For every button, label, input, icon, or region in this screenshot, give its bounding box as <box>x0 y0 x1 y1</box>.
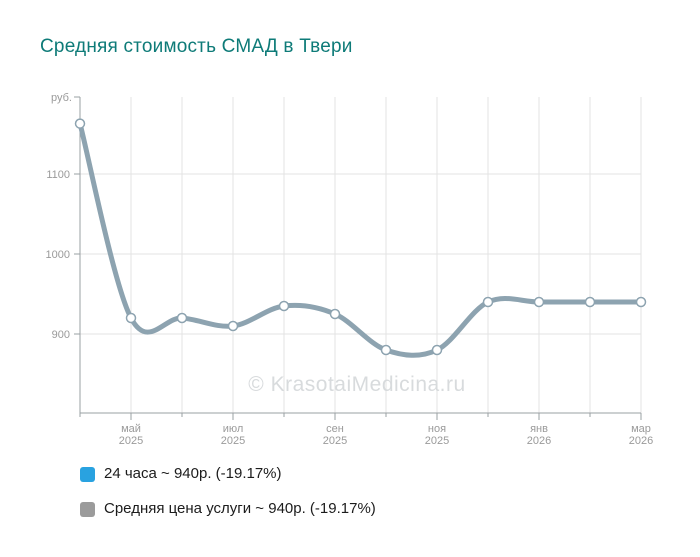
data-point-marker <box>329 308 341 320</box>
svg-text:сен: сен <box>326 423 344 435</box>
data-point-marker <box>635 296 647 308</box>
svg-text:май: май <box>121 423 141 435</box>
svg-text:ноя: ноя <box>428 423 446 435</box>
page-title: Средняя стоимость СМАД в Твери <box>40 36 353 57</box>
svg-text:1000: 1000 <box>46 249 70 261</box>
data-point-marker <box>125 312 137 324</box>
legend-item-average-price: Средняя цена услуги ~ 940р. (-19.17%) <box>80 500 376 518</box>
svg-text:2026: 2026 <box>629 435 653 447</box>
data-point-marker <box>278 300 290 312</box>
legend-swatch-gray <box>80 501 95 517</box>
vertical-gridlines <box>130 97 642 413</box>
svg-text:мар: мар <box>631 423 651 435</box>
svg-text:2025: 2025 <box>221 435 245 447</box>
data-point-marker <box>176 312 188 324</box>
svg-text:1100: 1100 <box>46 169 70 181</box>
svg-text:2025: 2025 <box>119 435 143 447</box>
data-point-marker <box>380 344 392 356</box>
watermark-text: © KrasotaiMedicina.ru <box>248 373 465 396</box>
y-axis-labels: руб. 1100 1000 900 <box>46 92 80 341</box>
legend-label: Средняя цена услуги ~ 940р. (-19.17%) <box>104 500 376 517</box>
y-axis-unit-label: руб. <box>51 92 72 104</box>
series-line <box>77 121 644 358</box>
legend-label: 24 часа ~ 940р. (-19.17%) <box>104 465 282 482</box>
legend-item-24h: 24 часа ~ 940р. (-19.17%) <box>80 465 282 483</box>
axes <box>79 97 641 414</box>
svg-text:2025: 2025 <box>323 435 347 447</box>
horizontal-gridlines <box>80 173 641 335</box>
svg-text:янв: янв <box>530 423 548 435</box>
legend-swatch-blue <box>80 466 95 482</box>
data-point-markers <box>74 118 647 356</box>
price-trend-chart: © KrasotaiMedicina.ruруб.11001000900май2… <box>46 92 654 447</box>
svg-text:2025: 2025 <box>425 435 449 447</box>
watermark: © KrasotaiMedicina.ru <box>248 373 465 396</box>
data-point-marker <box>227 320 239 332</box>
data-point-marker <box>584 296 596 308</box>
data-point-marker <box>431 344 443 356</box>
x-axis-labels: май2025июл2025сен2025ноя2025янв2026мар20… <box>79 413 653 447</box>
data-point-marker <box>74 118 86 129</box>
svg-text:900: 900 <box>52 329 70 341</box>
data-point-marker <box>533 296 545 308</box>
data-point-marker <box>482 296 494 308</box>
svg-text:2026: 2026 <box>527 435 551 447</box>
svg-text:июл: июл <box>223 423 244 435</box>
